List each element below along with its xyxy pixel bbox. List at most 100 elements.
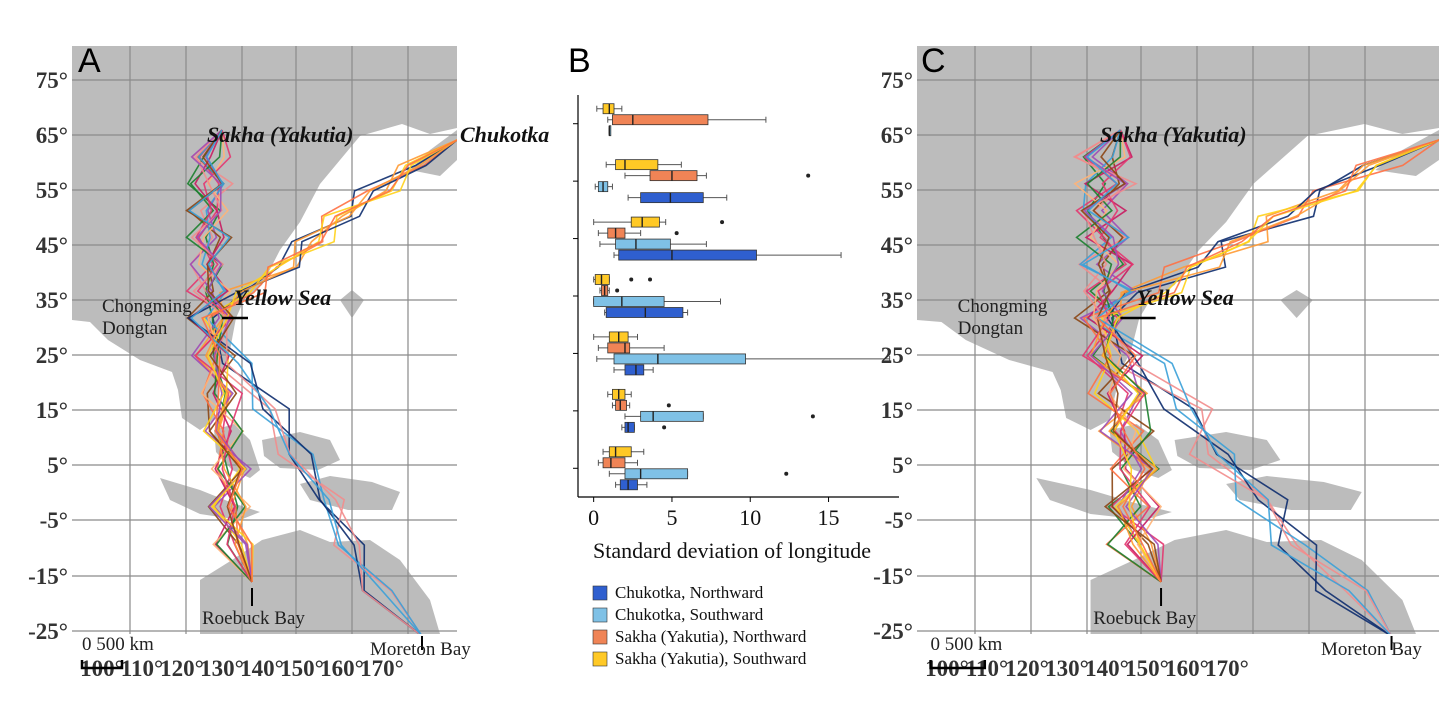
land-polygon — [262, 432, 340, 470]
box — [615, 238, 671, 250]
legend-label: Sakha (Yakutia), Northward — [615, 627, 807, 646]
longitude-label: 150° — [1125, 656, 1169, 681]
map-grid — [917, 46, 1439, 634]
panel-label-a: A — [78, 42, 101, 80]
migration-track — [1072, 129, 1392, 634]
scale-label: 0 500 km — [82, 634, 154, 655]
place-moreton: Moreton Bay — [370, 639, 471, 660]
outlier-point — [629, 277, 634, 282]
x-tick-label: 5 — [666, 505, 677, 530]
x-axis-title: Standard deviation of longitude — [593, 538, 871, 563]
x-tick-label: 10 — [739, 505, 761, 530]
latitude-label: 15° — [36, 398, 68, 423]
latitude-label: 35° — [881, 288, 913, 313]
legend-label: Chukotka, Northward — [615, 583, 764, 602]
box — [607, 342, 631, 354]
x-tick-label: 0 — [588, 505, 599, 530]
region-sakha: Sakha (Yakutia) — [207, 122, 354, 147]
box — [605, 307, 684, 318]
box — [640, 410, 704, 422]
migration-track — [197, 129, 253, 583]
panel-label-c: C — [921, 42, 946, 80]
outlier-point — [666, 403, 671, 408]
box — [594, 274, 610, 285]
box — [624, 468, 689, 480]
longitude-label: 150° — [280, 656, 324, 681]
map-panel-c: 75°65°55°45°35°25°15°5°-5°-15°-25°100°11… — [873, 42, 1439, 681]
latitude-label: -15° — [28, 564, 68, 589]
scale-bar — [80, 660, 124, 670]
migration-track — [1106, 139, 1439, 634]
box — [619, 479, 638, 491]
legend-label: Sakha (Yakutia), Southward — [615, 649, 807, 668]
outlier-point — [806, 173, 811, 178]
map-grid — [72, 46, 457, 634]
legend-swatch — [592, 607, 608, 623]
latitude-label: 45° — [881, 233, 913, 258]
box — [615, 159, 659, 171]
map-panel-a: 75°65°55°45°35°25°15°5°-5°-15°-25°100°11… — [28, 42, 549, 681]
latitude-label: -5° — [40, 508, 68, 533]
box — [618, 249, 757, 261]
map-labels-c: 75°65°55°45°35°25°15°5°-5°-15°-25°100°11… — [873, 68, 1422, 681]
outlier-point — [784, 471, 789, 476]
place-roebuck: Roebuck Bay — [202, 608, 305, 629]
legend: Chukotka, Northward Chukotka, Southward Sa… — [592, 583, 807, 668]
longitude-label: 160° — [1165, 656, 1209, 681]
migration-track — [1073, 129, 1391, 634]
longitude-label: 130° — [1045, 656, 1089, 681]
latitude-label: -25° — [28, 619, 68, 644]
latitude-label: 25° — [36, 343, 68, 368]
box — [615, 399, 627, 411]
longitude-label: 120° — [160, 656, 204, 681]
box — [624, 364, 645, 376]
outlier-point — [720, 220, 725, 225]
latitude-label: 55° — [881, 178, 913, 203]
latitude-label: 65° — [36, 123, 68, 148]
box — [624, 421, 635, 433]
longitude-label: 140° — [240, 656, 284, 681]
latitude-label: 55° — [36, 178, 68, 203]
region-chukotka: Chukotka — [460, 122, 549, 147]
box — [630, 216, 660, 228]
scale-bar — [929, 660, 987, 670]
longitude-label: 140° — [1085, 656, 1129, 681]
migration-track — [186, 139, 457, 634]
latitude-label: -5° — [885, 508, 913, 533]
migration-track — [201, 139, 457, 583]
latitude-label: 5° — [892, 453, 913, 478]
boxplot-area: 0 5 10 15 — [573, 95, 899, 530]
longitude-label: 110° — [121, 656, 163, 681]
latitude-label: -15° — [873, 564, 913, 589]
box — [649, 170, 698, 182]
x-tick-label: 15 — [818, 505, 840, 530]
migration-track — [1073, 129, 1163, 583]
migration-track — [197, 129, 422, 634]
place-moreton: Moreton Bay — [1321, 639, 1422, 660]
place-chongming: Chongming — [102, 296, 192, 317]
latitude-label: 25° — [881, 343, 913, 368]
box — [607, 227, 626, 239]
latitude-label: 45° — [36, 233, 68, 258]
panel-label-b: B — [568, 42, 591, 80]
longitude-label: 170° — [360, 656, 404, 681]
box — [593, 296, 665, 307]
box — [602, 457, 626, 469]
longitude-label: 120° — [1005, 656, 1049, 681]
legend-label: Chukotka, Southward — [615, 605, 764, 624]
box — [602, 103, 615, 115]
boxplot-panel: B 0 5 10 15 Standard deviation of longitude… — [568, 42, 899, 668]
latitude-label: -25° — [873, 619, 913, 644]
region-sakha: Sakha (Yakutia) — [1100, 122, 1247, 147]
scale-label: 0 500 km — [931, 634, 1003, 655]
place-dongtan: Dongtan — [102, 318, 168, 339]
region-yellow-sea: Yellow Sea — [234, 285, 331, 310]
latitude-label: 75° — [36, 68, 68, 93]
latitude-label: 5° — [47, 453, 68, 478]
land-polygon — [200, 530, 440, 634]
latitude-label: 75° — [881, 68, 913, 93]
outlier-point — [648, 277, 653, 282]
migration-tracks — [1072, 129, 1439, 634]
migration-track — [1095, 139, 1439, 583]
